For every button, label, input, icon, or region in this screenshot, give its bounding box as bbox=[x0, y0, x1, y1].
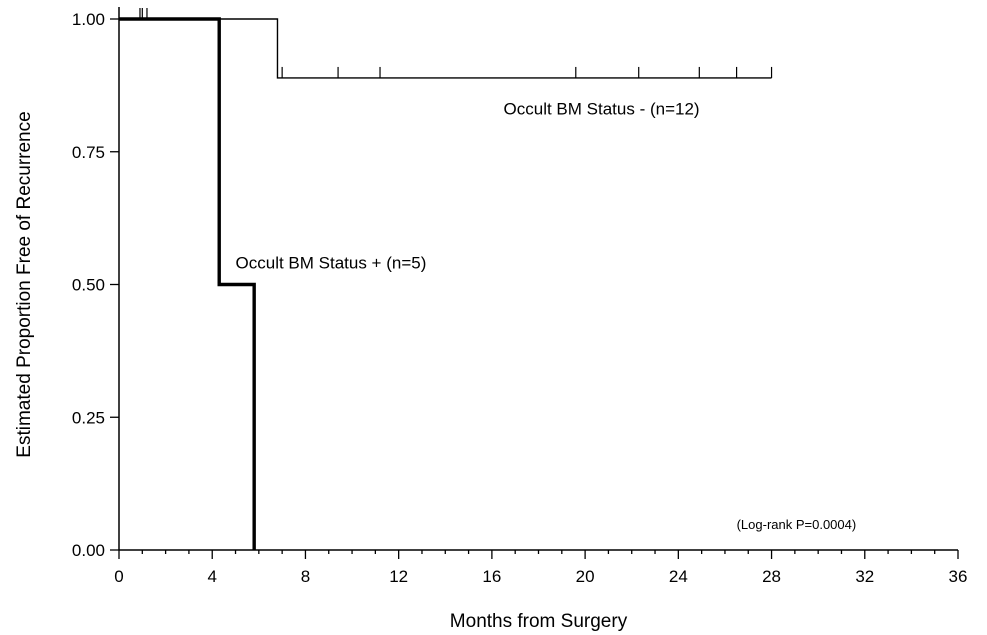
x-axis-title: Months from Surgery bbox=[450, 611, 628, 632]
y-axis-title: Estimated Proportion Free of Recurrence bbox=[14, 111, 35, 457]
x-tick-label: 16 bbox=[482, 567, 501, 586]
x-tick-label: 8 bbox=[301, 567, 310, 586]
x-tick-label: 24 bbox=[669, 567, 688, 586]
x-axis-ticks: 0 4 8 12 16 20 24 28 32 36 bbox=[114, 550, 967, 586]
x-tick-label: 36 bbox=[949, 567, 968, 586]
x-tick-label: 4 bbox=[207, 567, 216, 586]
annotation-occult-bm-positive: Occult BM Status + (n=5) bbox=[236, 254, 427, 273]
y-tick-label: 0.75 bbox=[72, 143, 105, 162]
x-tick-label: 12 bbox=[389, 567, 408, 586]
x-tick-label: 28 bbox=[762, 567, 781, 586]
x-tick-label: 32 bbox=[855, 567, 874, 586]
annotation-log-rank-p: (Log-rank P=0.0004) bbox=[737, 517, 857, 532]
y-tick-label: 1.00 bbox=[72, 10, 105, 29]
y-axis-ticks: 0.00 0.25 0.50 0.75 1.00 bbox=[72, 10, 119, 560]
series-layer bbox=[119, 8, 773, 550]
series-line-occult-bm-positive bbox=[119, 17, 256, 550]
x-tick-label: 20 bbox=[576, 567, 595, 586]
y-tick-label: 0.25 bbox=[72, 408, 105, 427]
annotation-occult-bm-negative: Occult BM Status - (n=12) bbox=[504, 100, 700, 119]
x-tick-label: 0 bbox=[114, 567, 123, 586]
y-tick-label: 0.50 bbox=[72, 276, 105, 295]
y-tick-label: 0.00 bbox=[72, 541, 105, 560]
series-line-occult-bm-negative bbox=[119, 18, 772, 79]
